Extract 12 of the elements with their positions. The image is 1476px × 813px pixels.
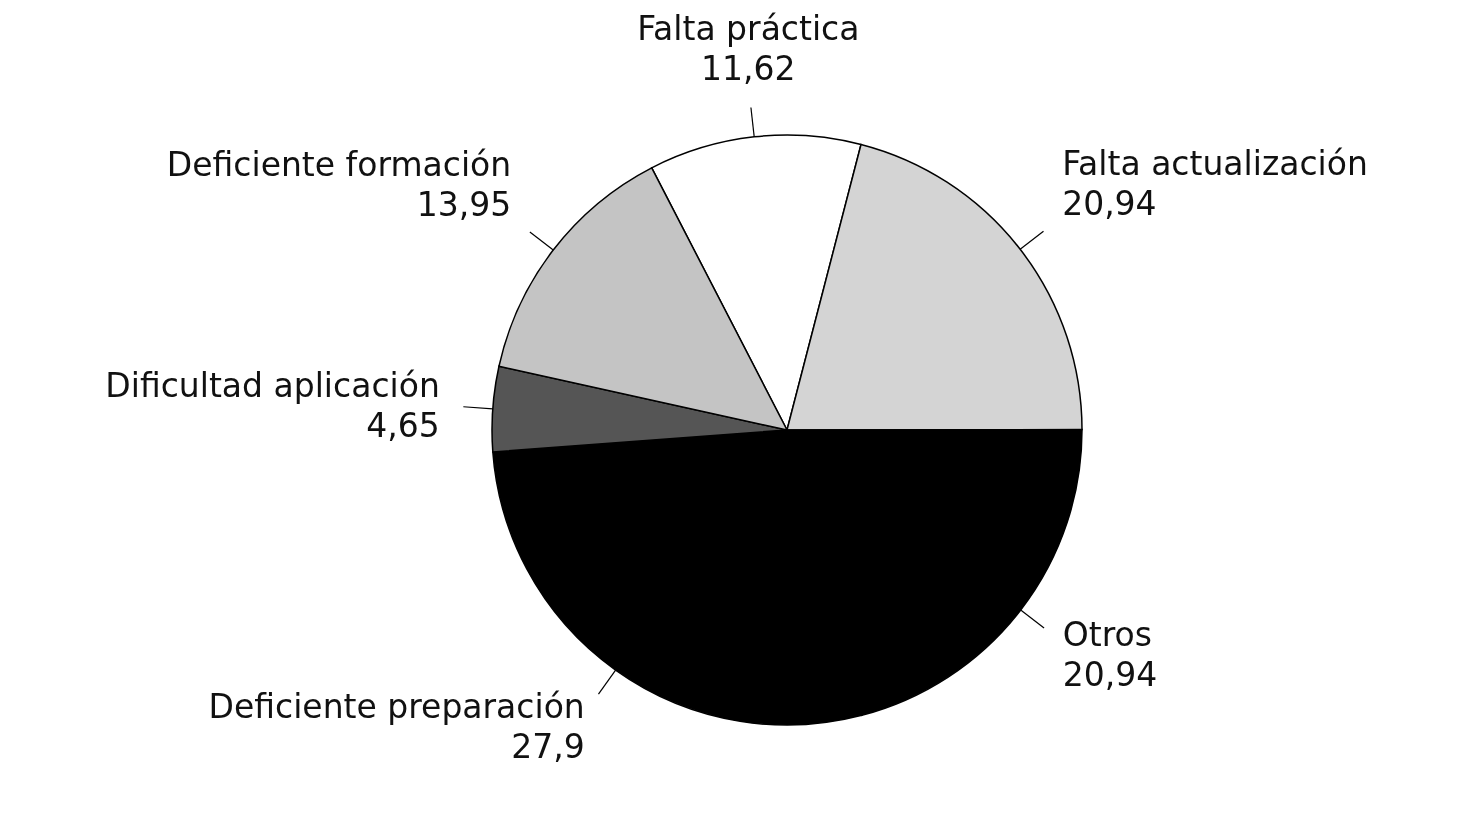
slice-label: Otros — [1062, 615, 1152, 655]
data-label: 20,94 — [1062, 184, 1157, 224]
data-label: 4,65 — [366, 405, 440, 445]
data-label: 20,94 — [1062, 655, 1158, 695]
data-label: 27,9 — [511, 727, 585, 767]
data-label: 11,62 — [701, 49, 796, 89]
slice-label: Dificultad aplicación — [105, 365, 440, 405]
slice-label: Falta actualización — [1062, 144, 1368, 184]
slice-label: Deficiente formación — [166, 145, 512, 185]
data-label: 13,95 — [416, 185, 512, 225]
slice-label: Deficiente preparación — [208, 687, 585, 727]
slice-label: Falta práctica — [637, 9, 860, 49]
